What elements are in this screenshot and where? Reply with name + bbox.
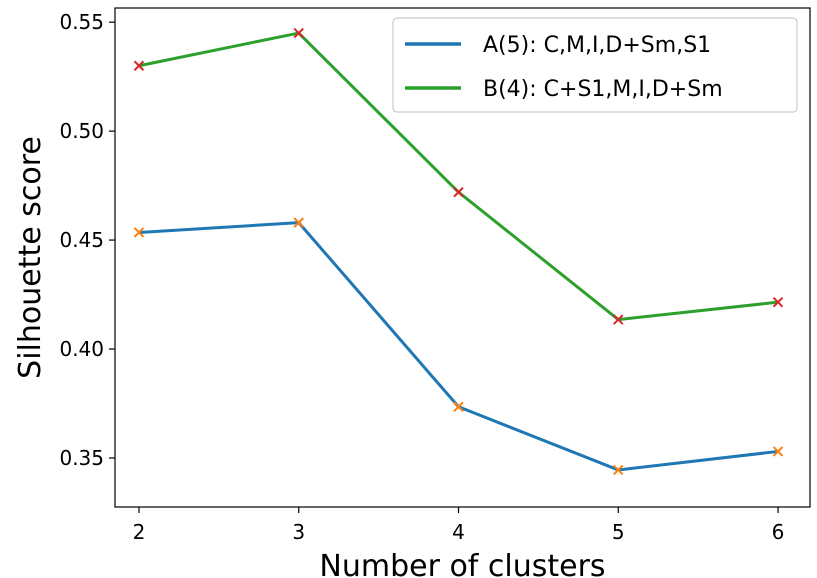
y-axis-label: Silhouette score: [13, 136, 48, 379]
y-axis-ticks: 0.35 0.40 0.45 0.50 0.55: [59, 10, 115, 470]
series-layer: [133, 27, 784, 476]
legend: A(5): C,M,I,D+Sm,S1 B(4): C+S1,M,I,D+Sm: [392, 17, 798, 113]
data-point-marker: [133, 227, 145, 238]
legend-label-series-a: A(5): C,M,I,D+Sm,S1: [483, 33, 711, 58]
y-tick-label: 0.55: [59, 10, 104, 34]
data-point-marker: [453, 186, 464, 198]
y-tick-label: 0.35: [59, 446, 104, 470]
legend-label-series-b: B(4): C+S1,M,I,D+Sm: [483, 77, 723, 102]
plot-frame: [114, 7, 811, 508]
y-tick-label: 0.50: [59, 119, 104, 143]
data-point-marker: [453, 401, 464, 412]
plot-area: [114, 7, 811, 508]
data-point-marker: [613, 314, 624, 325]
x-axis-label: Number of clusters: [319, 549, 605, 578]
x-tick-label: 3: [292, 520, 305, 544]
legend-box: [392, 17, 798, 113]
data-point-marker: [772, 296, 784, 308]
x-tick-label: 2: [133, 520, 146, 544]
series-line-a: [138, 221, 779, 472]
data-point-marker: [133, 60, 145, 71]
data-point-marker: [293, 27, 304, 39]
data-point-marker: [772, 446, 784, 457]
x-axis-ticks: 2 3 4 5 6: [133, 507, 785, 544]
y-tick-label: 0.40: [59, 337, 104, 361]
data-point-marker: [613, 464, 624, 476]
data-point-marker: [293, 217, 304, 228]
y-tick-label: 0.45: [59, 228, 104, 252]
x-tick-label: 4: [452, 520, 465, 544]
x-tick-label: 5: [612, 520, 625, 544]
x-tick-label: 6: [772, 520, 785, 544]
